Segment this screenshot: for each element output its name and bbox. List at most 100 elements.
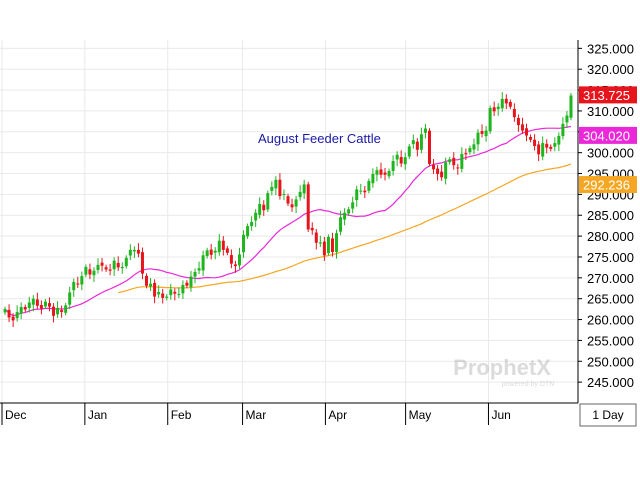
candle-body xyxy=(330,238,334,252)
candle-body xyxy=(476,132,480,145)
candle-body xyxy=(149,283,153,287)
candle-body xyxy=(201,255,205,271)
candle-body xyxy=(181,284,185,294)
candle-body xyxy=(371,173,375,184)
candle-body xyxy=(229,255,233,264)
y-tick-label: 260.000 xyxy=(587,313,634,328)
candle-body xyxy=(116,262,120,268)
moving-averages xyxy=(4,125,572,317)
chart-title: August Feeder Cattle xyxy=(258,131,381,146)
x-tick-label: May xyxy=(409,408,432,422)
price-flag xyxy=(579,86,637,104)
candle-body xyxy=(282,193,286,195)
candle-body xyxy=(88,269,92,275)
candle-body xyxy=(290,204,294,208)
candle-body xyxy=(553,143,557,147)
x-tick-label: Feb xyxy=(171,408,192,422)
candle-body xyxy=(173,291,177,294)
candle-body xyxy=(488,108,492,132)
candle-body xyxy=(262,204,266,211)
candle-body xyxy=(399,156,403,164)
candle-body xyxy=(512,109,516,118)
price-flag xyxy=(579,126,637,144)
candle-body xyxy=(339,217,343,232)
candle-body xyxy=(193,271,197,277)
watermark-sub: powered by DTN xyxy=(502,381,555,388)
candle-body xyxy=(100,262,104,266)
candle-body xyxy=(258,203,262,215)
grid-lines xyxy=(0,40,578,403)
candle-body xyxy=(326,236,330,254)
candle-body xyxy=(213,250,217,253)
candle-body xyxy=(39,305,43,309)
candle-body xyxy=(343,212,347,220)
candle-body xyxy=(104,267,108,270)
x-tick-label: Jan xyxy=(88,408,107,422)
candle-body xyxy=(43,301,47,307)
candle-body xyxy=(19,307,23,314)
candle-body xyxy=(112,260,116,270)
watermark-name: ProphetX xyxy=(453,355,551,380)
candle-body xyxy=(403,157,407,165)
candle-body xyxy=(92,270,96,276)
candle-body xyxy=(423,128,427,133)
candle-body xyxy=(347,209,351,214)
price-flag xyxy=(579,176,637,194)
candle-body xyxy=(270,186,274,191)
candle-body xyxy=(496,106,500,110)
candle-body xyxy=(286,196,290,204)
candle-body xyxy=(569,95,573,118)
y-tick-label: 245.000 xyxy=(587,375,634,390)
candle-body xyxy=(80,276,84,285)
candle-body xyxy=(351,202,355,209)
price-flags: 313.725 304.020 292.236 xyxy=(579,86,637,194)
x-tick-label: Jun xyxy=(491,408,510,422)
y-tick-label: 285.000 xyxy=(587,208,634,223)
candle-body xyxy=(318,242,322,244)
y-tick-label: 310.000 xyxy=(587,104,634,119)
candle-body xyxy=(225,248,229,253)
y-tick-label: 255.000 xyxy=(587,333,634,348)
candle-body xyxy=(541,143,545,157)
y-tick-label: 265.000 xyxy=(587,292,634,307)
x-axis: Dec Jan Feb Mar Apr May Jun xyxy=(1,403,511,425)
candle-body xyxy=(387,171,391,177)
candle-body xyxy=(565,115,569,123)
candle-body xyxy=(254,212,258,221)
candle-body xyxy=(72,282,76,291)
candle-body xyxy=(47,303,51,307)
candle-body xyxy=(298,191,302,198)
candle-body xyxy=(7,309,11,318)
candle-body xyxy=(440,171,444,178)
candle-body xyxy=(302,184,306,194)
candle-body xyxy=(492,107,496,112)
candle-body xyxy=(132,249,136,252)
interval-box[interactable] xyxy=(579,403,637,427)
x-tick-label: Dec xyxy=(5,408,26,422)
candle-body xyxy=(246,226,250,237)
candle-body xyxy=(205,250,209,257)
candle-body xyxy=(444,162,448,179)
candle-body xyxy=(153,282,157,297)
candle-body xyxy=(140,252,144,274)
candle-body xyxy=(379,169,383,175)
candle-body xyxy=(525,128,529,136)
ma-long-line xyxy=(118,163,572,294)
candle-body xyxy=(407,146,411,157)
candle-body xyxy=(31,298,35,305)
candle-body xyxy=(177,294,181,296)
y-tick-label: 300.000 xyxy=(587,146,634,161)
candle-body xyxy=(108,269,112,271)
candle-body xyxy=(23,307,27,310)
candle-body xyxy=(35,299,39,306)
candle-body xyxy=(516,117,520,126)
candle-body xyxy=(545,143,549,148)
candle-body xyxy=(233,264,237,267)
candle-body xyxy=(161,293,165,298)
candle-body xyxy=(464,153,468,155)
candle-body xyxy=(197,268,201,271)
candle-body xyxy=(452,157,456,166)
candle-body xyxy=(15,312,19,319)
x-tick-label: Apr xyxy=(328,408,347,422)
candle-body xyxy=(537,144,541,155)
